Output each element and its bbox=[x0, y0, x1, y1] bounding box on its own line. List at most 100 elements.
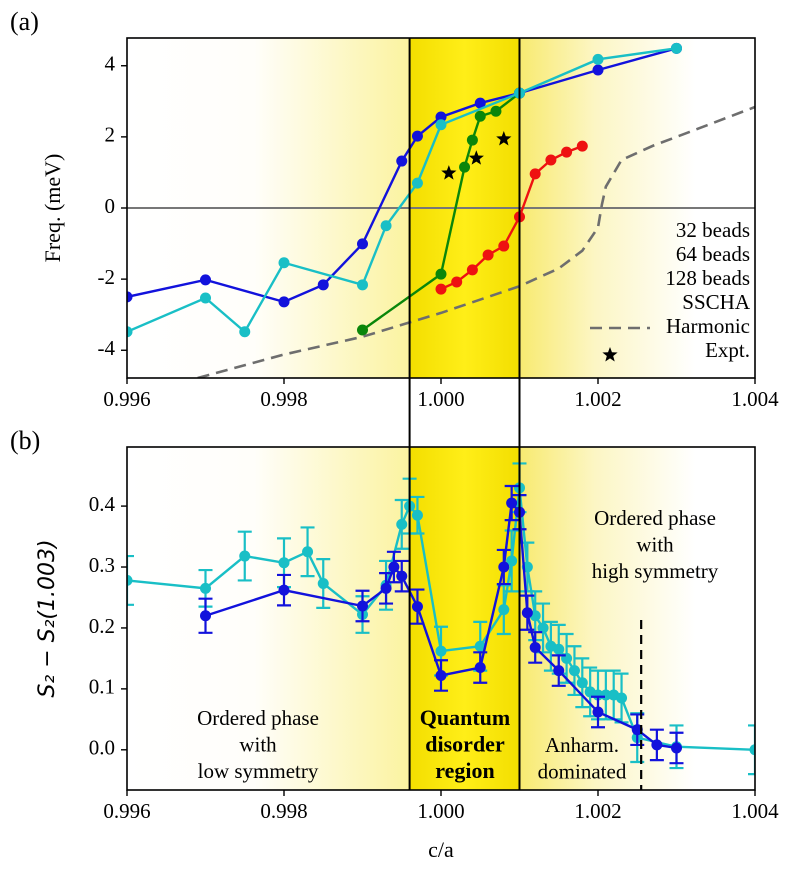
data-point bbox=[127, 326, 133, 338]
annotation: high symmetry bbox=[592, 559, 719, 583]
data-point bbox=[553, 643, 565, 655]
data-point bbox=[671, 742, 682, 754]
x-tick-label: 1.004 bbox=[731, 387, 779, 411]
series-line bbox=[197, 105, 755, 378]
legend-label: SSCHA bbox=[682, 290, 751, 314]
data-point bbox=[498, 561, 510, 573]
data-point bbox=[435, 283, 447, 295]
data-point bbox=[474, 110, 486, 122]
data-point bbox=[239, 326, 251, 338]
data-point bbox=[396, 518, 408, 530]
panel-label: (a) bbox=[10, 7, 39, 36]
data-point bbox=[396, 155, 408, 167]
y-tick-label: 0.1 bbox=[89, 675, 115, 699]
data-point bbox=[749, 744, 755, 756]
data-point bbox=[631, 724, 643, 736]
annotation: Quantum bbox=[420, 705, 510, 730]
x-tick-label: 1.000 bbox=[417, 387, 464, 411]
y-axis-label: Freq. (meV) bbox=[40, 154, 65, 263]
data-point bbox=[451, 276, 463, 288]
data-point bbox=[671, 42, 682, 54]
data-point bbox=[561, 146, 573, 158]
data-point bbox=[357, 238, 368, 250]
data-point bbox=[357, 324, 368, 336]
x-tick-label: 0.998 bbox=[260, 387, 307, 411]
annotation: with bbox=[636, 532, 674, 556]
x-tick-label: 1.004 bbox=[731, 799, 779, 823]
data-point bbox=[474, 97, 486, 109]
annotation: with bbox=[239, 732, 277, 756]
error-bar bbox=[127, 554, 134, 606]
y-tick-label: 2 bbox=[105, 123, 116, 147]
data-point bbox=[380, 220, 392, 232]
y-tick-label: 0.4 bbox=[89, 492, 116, 516]
data-point bbox=[466, 134, 478, 146]
data-point bbox=[200, 274, 211, 286]
legend-label: 64 beads bbox=[676, 242, 750, 266]
data-point bbox=[592, 706, 604, 718]
data-point bbox=[506, 555, 518, 567]
data-point bbox=[459, 161, 471, 173]
y-tick-label: 0.0 bbox=[89, 736, 115, 760]
legend-label: 128 beads bbox=[665, 266, 750, 290]
plot-background bbox=[127, 447, 755, 790]
data-point-star bbox=[441, 165, 457, 180]
data-point bbox=[317, 279, 329, 291]
data-point bbox=[411, 130, 423, 142]
data-point bbox=[127, 291, 133, 303]
data-point bbox=[474, 662, 486, 674]
data-point bbox=[521, 607, 533, 619]
y-axis-label: S₂ − S₂(1.003) bbox=[35, 539, 60, 697]
data-point bbox=[127, 574, 133, 586]
x-tick-label: 1.002 bbox=[574, 799, 621, 823]
data-point bbox=[651, 739, 663, 751]
data-point bbox=[435, 119, 447, 131]
data-point bbox=[200, 582, 211, 594]
data-point bbox=[529, 168, 541, 180]
annotation: disorder bbox=[425, 732, 505, 757]
data-point bbox=[498, 604, 510, 616]
data-point bbox=[411, 177, 423, 189]
annotation: Ordered phase bbox=[197, 706, 319, 730]
data-point bbox=[466, 264, 478, 276]
x-tick-label: 0.998 bbox=[260, 799, 307, 823]
data-point bbox=[576, 677, 588, 689]
annotation: region bbox=[435, 758, 494, 783]
legend-label: Expt. bbox=[705, 338, 750, 362]
x-tick-label: 0.996 bbox=[103, 387, 150, 411]
data-point bbox=[411, 601, 423, 613]
data-point bbox=[553, 665, 565, 677]
data-point bbox=[317, 577, 329, 589]
error-bar bbox=[748, 724, 755, 776]
data-point-star bbox=[496, 131, 512, 146]
legend-label: Harmonic bbox=[666, 314, 750, 338]
y-tick-label: 0.2 bbox=[89, 614, 115, 638]
x-tick-label: 0.996 bbox=[103, 799, 150, 823]
legend-label: 32 beads bbox=[676, 218, 750, 242]
annotation: low symmetry bbox=[198, 759, 319, 783]
y-tick-label: -4 bbox=[98, 336, 116, 360]
x-tick-label: 1.002 bbox=[574, 387, 621, 411]
data-point bbox=[357, 600, 368, 612]
data-point bbox=[592, 64, 604, 76]
data-point bbox=[616, 692, 628, 704]
data-point bbox=[490, 105, 502, 117]
legend-swatch bbox=[602, 347, 618, 362]
data-point bbox=[380, 582, 392, 594]
data-point bbox=[506, 497, 518, 509]
x-tick-label: 1.000 bbox=[417, 799, 464, 823]
data-point bbox=[568, 665, 580, 677]
data-point bbox=[435, 645, 447, 657]
y-tick-label: -2 bbox=[98, 265, 116, 289]
data-point bbox=[435, 669, 447, 681]
data-point bbox=[498, 240, 510, 252]
data-point bbox=[278, 257, 290, 269]
y-tick-label: 0 bbox=[105, 194, 116, 218]
data-point bbox=[396, 570, 408, 582]
data-point bbox=[200, 292, 211, 304]
data-point bbox=[435, 268, 447, 280]
annotation: Ordered phase bbox=[594, 506, 716, 530]
annotation: Anharm. bbox=[545, 733, 619, 757]
